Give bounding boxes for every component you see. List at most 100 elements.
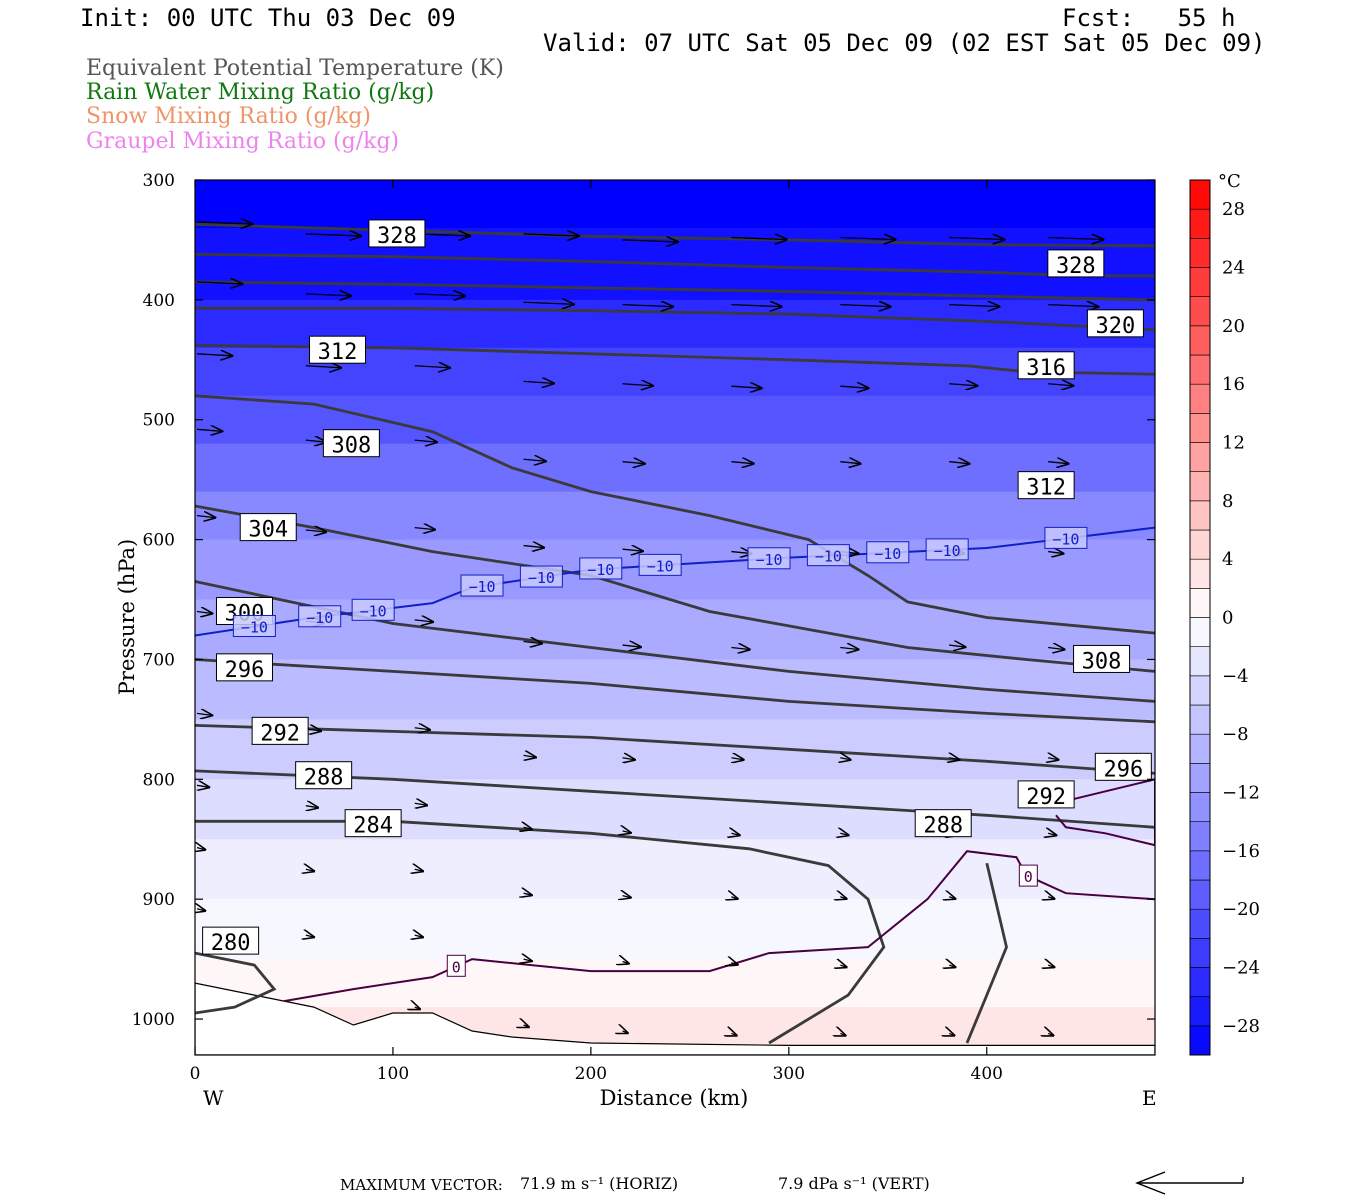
wind-vector — [305, 234, 361, 236]
wind-vector — [415, 803, 427, 805]
colorbar: 28 24 20 16 12 8 4 0 −4 −8 −12 −16 −20 −24 −28 °C — [1189, 171, 1260, 1056]
isotherm-label-box — [638, 553, 682, 576]
wind-vector — [1048, 647, 1064, 649]
wind-vector — [197, 848, 205, 850]
colorbar-unit: °C — [1218, 171, 1241, 192]
colorbar-tick-label: −16 — [1222, 841, 1260, 862]
theta-e-contour-288 — [195, 819, 886, 1045]
wind-vector — [196, 222, 252, 224]
wind-vector — [523, 302, 574, 304]
legend-theta-e: Equivalent Potential Temperature (K) — [86, 56, 504, 81]
max-vector-vertical: 7.9 dPa s⁻¹ (VERT) — [778, 1174, 930, 1193]
wind-vector — [196, 516, 215, 518]
wind-vector — [1048, 1033, 1053, 1035]
wind-vector — [622, 645, 641, 647]
wind-vector — [949, 645, 965, 647]
contour-label-box — [322, 429, 380, 458]
wind-vectors — [197, 222, 1103, 1035]
y-tick-label: 400 — [143, 291, 175, 311]
wind-vector — [1048, 238, 1103, 240]
contour-label: 292 — [260, 721, 300, 746]
contour-label: 280 — [211, 931, 251, 956]
x-tick-label: 300 — [773, 1064, 805, 1084]
y-tick-label: 800 — [143, 770, 175, 790]
wind-vector — [1048, 462, 1068, 464]
colorbar-swatch — [1189, 238, 1211, 268]
terrain-surface — [195, 982, 1155, 1055]
theta-e-contour-328 — [195, 222, 1155, 248]
x-tick-label: 100 — [377, 1064, 409, 1084]
colorbar-tick-label: 24 — [1222, 258, 1245, 279]
wind-vector — [1048, 758, 1058, 760]
x-tick-label: 400 — [971, 1064, 1003, 1084]
colorbar-swatch — [1189, 471, 1211, 502]
theta-e-contours — [195, 222, 1155, 1045]
contour-label-box — [1047, 249, 1105, 278]
wind-vector — [840, 647, 858, 649]
isotherm-label-box — [925, 538, 969, 561]
wind-vector — [949, 238, 1004, 240]
colorbar-swatch — [1189, 208, 1211, 239]
contour-label-box — [1073, 644, 1131, 673]
wind-vector — [1048, 965, 1054, 967]
isotherm-label: −10 — [306, 609, 333, 627]
x-tick-label: 0 — [190, 1064, 201, 1084]
forecast-hour: Fcst: 55 h — [1062, 4, 1236, 32]
wind-vector — [622, 240, 678, 242]
y-tick-label: 700 — [143, 650, 175, 670]
colorbar-swatch — [1189, 675, 1211, 706]
isotherm-label-box — [806, 544, 850, 567]
contour-label: 296 — [225, 658, 265, 683]
wind-vector — [414, 294, 465, 296]
isotherm-label: −10 — [528, 569, 555, 587]
colorbar-tick-label: −24 — [1222, 958, 1260, 979]
contour-label-box — [295, 761, 353, 790]
wind-vector — [414, 728, 430, 730]
contour-label-box — [1017, 780, 1075, 809]
contour-label-box — [202, 926, 260, 955]
colorbar-tick-label: −28 — [1222, 1016, 1260, 1037]
wind-vector — [731, 462, 753, 464]
colorbar-tick-label: 28 — [1222, 199, 1245, 220]
contour-label-box — [344, 809, 402, 838]
max-vector-horizontal: 71.9 m s⁻¹ (HORIZ) — [520, 1174, 679, 1193]
x-end-label-east: E — [1142, 1086, 1157, 1110]
contour-label-box — [239, 513, 297, 542]
theta-e-contour-280 — [195, 951, 277, 1015]
colorbar-swatch — [1189, 325, 1211, 356]
temperature-band — [195, 180, 1155, 229]
wind-vector — [1048, 833, 1056, 835]
colorbar-tick-label: 16 — [1222, 374, 1245, 395]
contour-label: 320 — [1096, 314, 1136, 339]
isotherm-label-box — [1044, 526, 1088, 549]
contour-label-box — [1017, 471, 1075, 500]
colorbar-swatch — [1189, 354, 1211, 385]
contour-labels: 3283283203163123123083083043002962962922… — [202, 219, 1152, 977]
wind-vector — [949, 897, 955, 899]
wind-vector — [1048, 384, 1073, 386]
colorbar-swatch — [1189, 908, 1211, 939]
wind-vector — [524, 1025, 529, 1027]
wind-vector — [414, 440, 437, 442]
wind-vector — [196, 713, 212, 715]
wind-vector — [840, 758, 850, 760]
temperature-band — [195, 959, 1155, 1009]
colorbar-tick-label: 8 — [1222, 491, 1233, 512]
colorbar-swatch — [1189, 588, 1211, 618]
contour-label: 328 — [377, 224, 417, 249]
contour-label: 312 — [318, 340, 358, 365]
wind-vector — [840, 833, 848, 835]
wind-vector — [731, 897, 737, 899]
wind-vector — [415, 935, 423, 937]
isotherm-label-box — [519, 565, 563, 588]
colorbar-swatch — [1189, 879, 1211, 910]
contour-label: 308 — [1082, 649, 1122, 674]
wind-vector — [196, 354, 232, 356]
wind-vector — [731, 833, 739, 835]
temperature-band — [195, 899, 1155, 961]
colorbar-swatch — [1189, 500, 1211, 531]
isotherm-label-box — [351, 598, 395, 621]
colorbar-swatch — [1189, 267, 1211, 297]
wind-vector — [524, 959, 532, 961]
wind-vector — [731, 238, 786, 240]
